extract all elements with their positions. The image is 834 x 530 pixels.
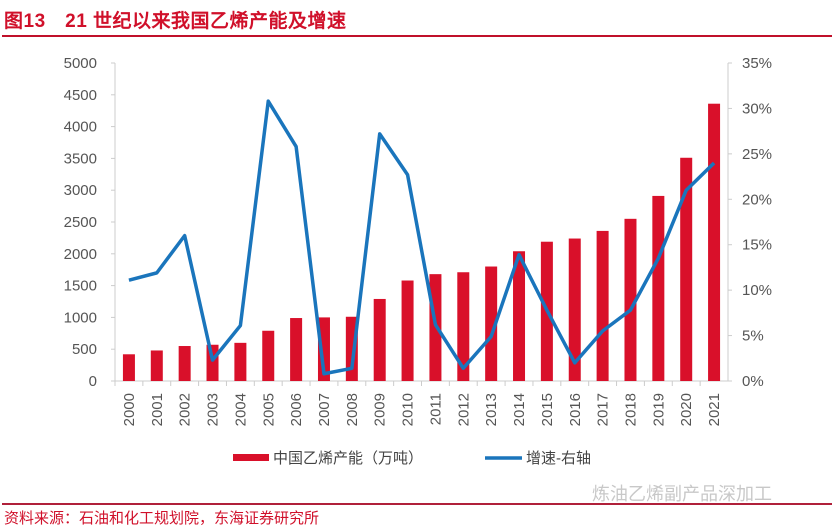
x-tick-label: 2000 (121, 393, 138, 426)
bar-2013 (485, 266, 498, 381)
left-tick-label: 2000 (64, 246, 97, 263)
chart-title: 图13 21 世纪以来我国乙烯产能及增速 (4, 11, 347, 32)
bar-2017 (596, 230, 609, 381)
bar-2001 (150, 350, 163, 381)
x-tick-label: 2002 (177, 393, 194, 426)
x-tick-label: 2009 (372, 393, 389, 426)
left-tick-label: 3000 (64, 182, 97, 199)
x-tick-label: 2006 (288, 393, 305, 426)
x-tick-label: 2010 (400, 393, 417, 426)
bar-2021 (708, 103, 721, 381)
title-divider (2, 35, 832, 37)
left-tick-label: 1500 (64, 278, 97, 295)
left-tick-label: 1000 (64, 309, 97, 326)
x-tick-label: 2004 (232, 393, 249, 426)
bar-2002 (178, 346, 191, 381)
x-tick-label: 2001 (149, 393, 166, 426)
bar-2006 (290, 318, 303, 381)
left-tick-label: 0 (89, 373, 97, 390)
bar-2007 (317, 317, 330, 381)
bar-2016 (568, 238, 581, 381)
left-tick-label: 4000 (64, 119, 97, 136)
bar-2010 (401, 280, 414, 381)
bar-2019 (652, 195, 665, 381)
left-tick-label: 500 (72, 341, 97, 358)
right-tick-label: 25% (742, 146, 772, 163)
x-tick-label: 2018 (622, 393, 639, 426)
bar-2003 (206, 344, 219, 381)
bar-2004 (234, 342, 247, 381)
x-tick-label: 2011 (427, 393, 444, 425)
bar-2018 (624, 218, 637, 381)
chart: 0 500 1000 1500 2000 2500 3000 3500 4000 4500 5000… (64, 55, 772, 467)
x-tick-label: 2017 (595, 393, 612, 426)
left-tick-label: 5000 (64, 55, 97, 72)
right-tick-label: 0% (742, 373, 764, 390)
bar-2014 (513, 251, 526, 381)
x-tick-label: 2013 (483, 393, 500, 426)
x-tick-label: 2016 (567, 393, 584, 426)
x-tick-label: 2005 (260, 393, 277, 426)
bar-2000 (122, 354, 135, 381)
left-tick-label: 3500 (64, 150, 97, 167)
right-tick-label: 10% (742, 282, 772, 299)
watermark: 炼油乙烯副产品深加工 (592, 484, 772, 504)
x-tick-label: 2020 (678, 393, 695, 426)
legend-swatch-capacity (233, 454, 269, 461)
legend-label-growth: 增速-右轴 (526, 450, 591, 467)
growth-line (128, 99, 716, 376)
bar-2012 (457, 272, 470, 381)
right-tick-label: 20% (742, 191, 772, 208)
source-note: 资料来源：石油和化工规划院，东海证券研究所 (4, 510, 320, 527)
x-tick-label: 2021 (706, 393, 723, 426)
bar-2009 (373, 298, 386, 381)
x-tick-label: 2019 (650, 393, 667, 426)
x-tick-label: 2008 (344, 393, 361, 426)
bar-2020 (680, 157, 693, 381)
x-tick-label: 2003 (205, 393, 222, 426)
right-tick-label: 5% (742, 328, 764, 345)
right-tick-label: 35% (742, 55, 772, 72)
left-tick-label: 2500 (64, 214, 97, 231)
right-tick-label: 30% (742, 100, 772, 117)
left-tick-label: 4500 (64, 87, 97, 104)
x-tick-label: 2014 (511, 393, 528, 426)
right-tick-label: 15% (742, 237, 772, 254)
x-tick-label: 2015 (539, 393, 556, 426)
legend-label-capacity: 中国乙烯产能（万吨） (273, 450, 423, 467)
x-tick-label: 2012 (455, 393, 472, 426)
bar-2005 (262, 330, 275, 381)
x-tick-label: 2007 (316, 393, 333, 426)
footer-divider (2, 503, 832, 505)
